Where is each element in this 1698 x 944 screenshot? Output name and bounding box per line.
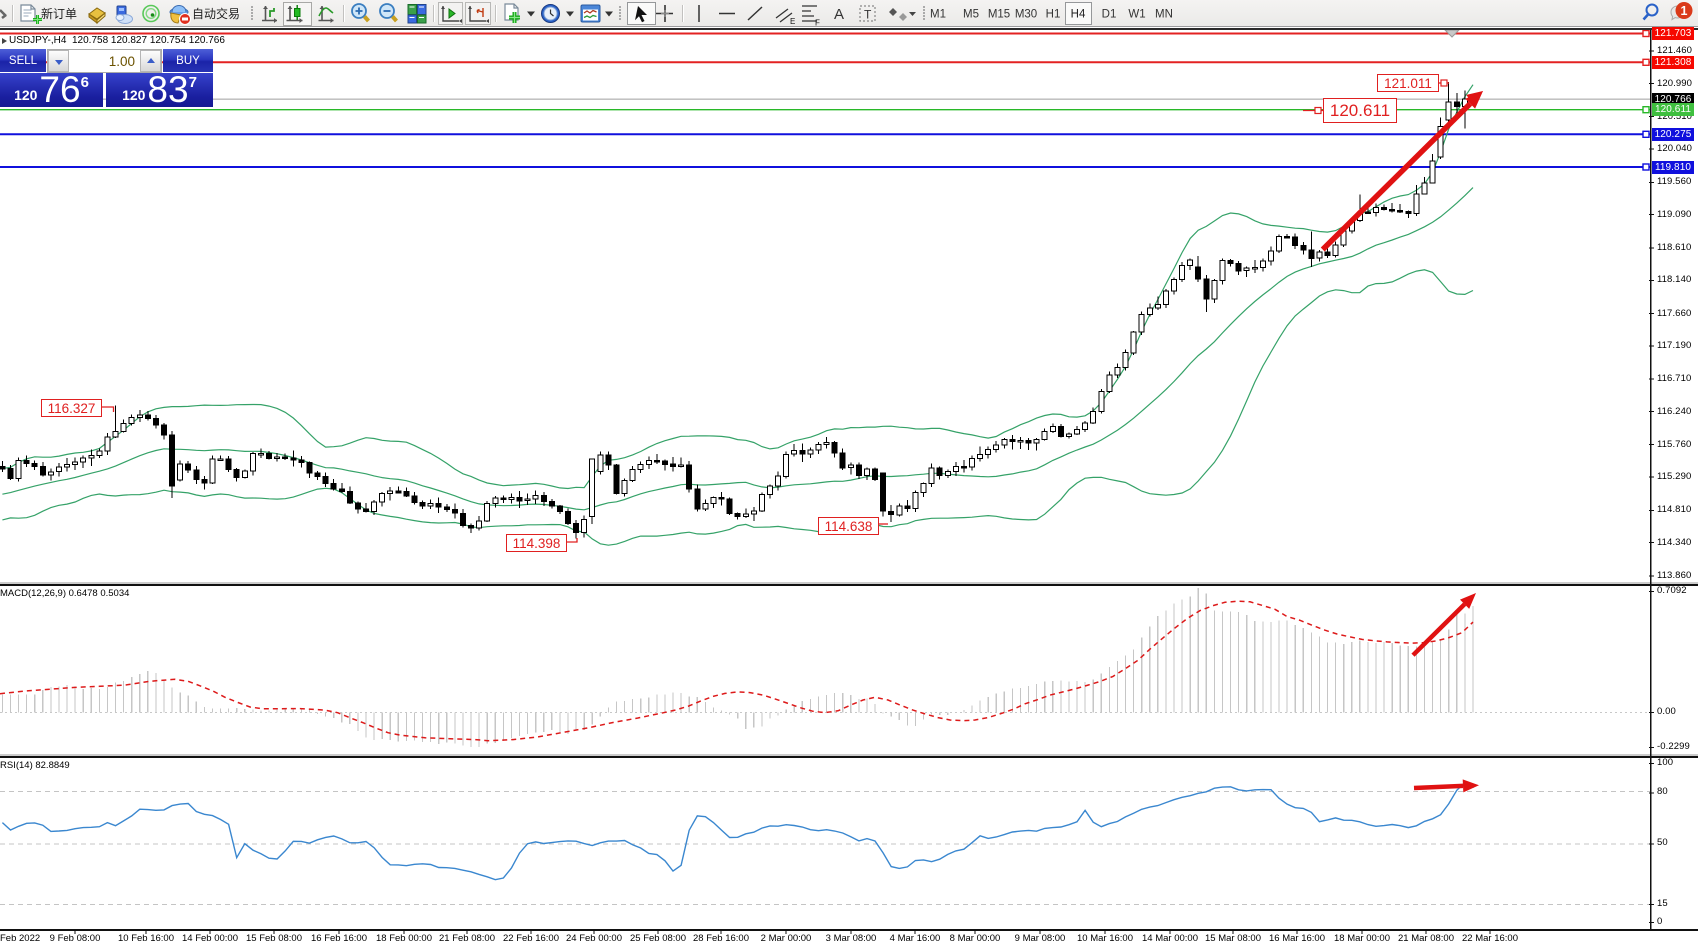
svg-text:H4: H4 <box>1071 9 1086 21</box>
svg-text:D1: D1 <box>1102 9 1117 21</box>
svg-text:F: F <box>815 19 820 28</box>
svg-text:MN: MN <box>1155 9 1173 21</box>
svg-text:M15: M15 <box>988 9 1010 21</box>
svg-text:M5: M5 <box>963 9 979 21</box>
svg-text:H1: H1 <box>1046 9 1061 21</box>
svg-text:E: E <box>790 17 795 26</box>
svg-text:T: T <box>864 8 872 22</box>
svg-text:1: 1 <box>1681 4 1688 18</box>
svg-text:W1: W1 <box>1128 9 1145 21</box>
svg-text:M1: M1 <box>930 9 946 21</box>
svg-text:A: A <box>834 6 844 23</box>
svg-text:M30: M30 <box>1015 9 1037 21</box>
